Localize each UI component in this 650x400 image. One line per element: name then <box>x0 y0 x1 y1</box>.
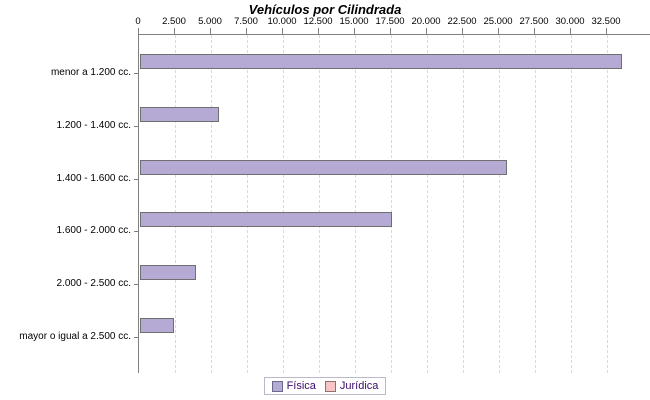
bar-fisica <box>140 265 196 281</box>
category-label: 1.200 - 1.400 cc. <box>56 119 132 131</box>
category-label: mayor o igual a 2.500 cc. <box>19 331 131 342</box>
gridline <box>247 35 248 373</box>
x-axis-tick-label: 20.000 <box>411 16 441 27</box>
gridline <box>427 35 428 373</box>
gridline <box>391 35 392 373</box>
x-axis-tick-label: 32.500 <box>591 16 621 27</box>
category-label: 2.000 - 2.500 cc. <box>56 278 132 290</box>
x-axis-tick-label: 10.000 <box>267 16 297 27</box>
x-axis-tick-mark <box>282 28 283 34</box>
x-axis-tick-mark <box>534 28 535 34</box>
gridline <box>571 35 572 373</box>
category-tick-mark <box>134 125 138 127</box>
gridline <box>499 35 500 373</box>
category-tick-mark <box>134 73 138 74</box>
x-axis-tick-label: 25.000 <box>483 16 513 27</box>
legend-label-juridica: Jurídica <box>339 380 379 392</box>
x-axis-tick-mark <box>390 28 391 34</box>
x-axis-tick-mark <box>462 28 463 34</box>
gridline <box>535 35 536 373</box>
x-axis-tick-mark <box>174 28 175 34</box>
x-axis-tick-mark <box>138 28 139 34</box>
bar-fisica <box>140 106 219 122</box>
legend-swatch-juridica <box>324 380 336 392</box>
x-axis-tick-mark <box>426 28 427 34</box>
x-axis-tick-mark <box>498 28 499 34</box>
x-axis-tick-label: 30.000 <box>555 16 585 27</box>
legend-label-fisica: Física <box>286 380 316 392</box>
bar-fisica <box>140 159 507 175</box>
category-tick-mark <box>134 284 138 286</box>
bar-fisica <box>140 318 174 333</box>
plot-area <box>138 34 650 373</box>
bar-fisica <box>140 54 622 69</box>
x-axis-tick-label: 17.500 <box>375 16 405 27</box>
x-axis-tick-mark <box>246 28 247 34</box>
x-axis-tick-label: 27.500 <box>519 16 549 27</box>
gridline <box>211 35 212 373</box>
legend: Física Jurídica <box>263 377 387 395</box>
gridline <box>355 35 356 373</box>
x-axis-tick-label: 22.500 <box>447 16 477 27</box>
x-axis-tick-label: 12.500 <box>303 16 333 27</box>
x-axis-tick-label: 5.000 <box>198 16 222 27</box>
category-tick-mark <box>134 231 138 233</box>
x-axis-tick-mark <box>318 28 319 34</box>
x-axis-tick-label: 2.500 <box>162 16 186 27</box>
x-axis-tick-mark <box>354 28 355 34</box>
category-label: menor a 1.200 cc. <box>50 67 131 78</box>
x-axis-tick-label: 15.000 <box>339 16 369 27</box>
legend-swatch-fisica <box>271 380 283 392</box>
bar-fisica <box>140 212 392 228</box>
x-axis-tick-mark <box>210 28 211 34</box>
gridline <box>175 35 176 373</box>
category-tick-mark <box>134 178 138 180</box>
legend-item-juridica: Jurídica <box>324 380 379 392</box>
category-tick-mark <box>134 337 138 338</box>
legend-item-fisica: Física <box>271 380 316 392</box>
x-axis-tick-label: 7.500 <box>234 16 258 27</box>
chart-title: Vehículos por Cilindrada <box>248 2 402 17</box>
x-axis-tick-mark <box>570 28 571 34</box>
gridline <box>607 35 608 373</box>
gridline <box>283 35 284 373</box>
category-label: 1.600 - 2.000 cc. <box>56 225 132 237</box>
gridline <box>319 35 320 373</box>
x-axis-tick-mark <box>606 28 607 34</box>
gridline <box>463 35 464 373</box>
category-label: 1.400 - 1.600 cc. <box>56 172 132 184</box>
x-axis-tick-label: 0 <box>135 16 141 27</box>
